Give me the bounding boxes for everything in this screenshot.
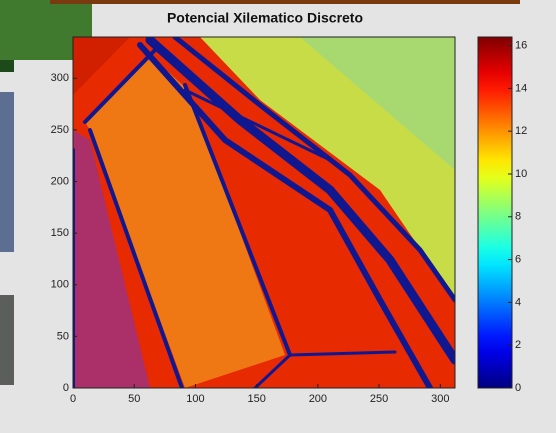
colorbar-tick-label: 10 (515, 168, 527, 180)
colorbar-tick-label: 8 (515, 211, 521, 223)
x-tick-label: 150 (247, 393, 265, 405)
y-tick-label: 100 (51, 279, 69, 291)
y-tick-label: 300 (51, 72, 69, 84)
y-tick-label: 50 (57, 330, 69, 342)
colorbar-tick-label: 12 (515, 125, 527, 137)
photo-fragment (0, 60, 14, 72)
photo-fragment (50, 0, 520, 4)
colorbar-tick-label: 4 (515, 296, 521, 308)
x-tick-label: 50 (128, 393, 140, 405)
photo-fragment (0, 295, 14, 385)
photo-fragment (0, 92, 14, 252)
y-tick-label: 150 (51, 227, 69, 239)
chart: Potencial Xilematico Discreto 0501001502… (0, 0, 556, 433)
page: Potencial Xilematico Discreto 0501001502… (0, 0, 556, 433)
colorbar-tick-label: 2 (515, 339, 521, 351)
y-tick-label: 0 (63, 382, 69, 394)
colorbar-tick-label: 6 (515, 253, 521, 265)
x-tick-label: 100 (186, 393, 204, 405)
y-tick-label: 250 (51, 124, 69, 136)
x-tick-label: 200 (309, 393, 327, 405)
x-tick-label: 0 (70, 393, 76, 405)
x-tick-label: 300 (431, 393, 449, 405)
colorbar (478, 37, 512, 388)
colorbar-tick-label: 14 (515, 82, 527, 94)
colorbar-tick-label: 16 (515, 39, 527, 51)
y-tick-label: 200 (51, 175, 69, 187)
colorbar-tick-label: 0 (515, 382, 521, 394)
image (73, 37, 455, 388)
chart-title: Potencial Xilematico Discreto (167, 10, 363, 26)
x-tick-label: 250 (370, 393, 388, 405)
